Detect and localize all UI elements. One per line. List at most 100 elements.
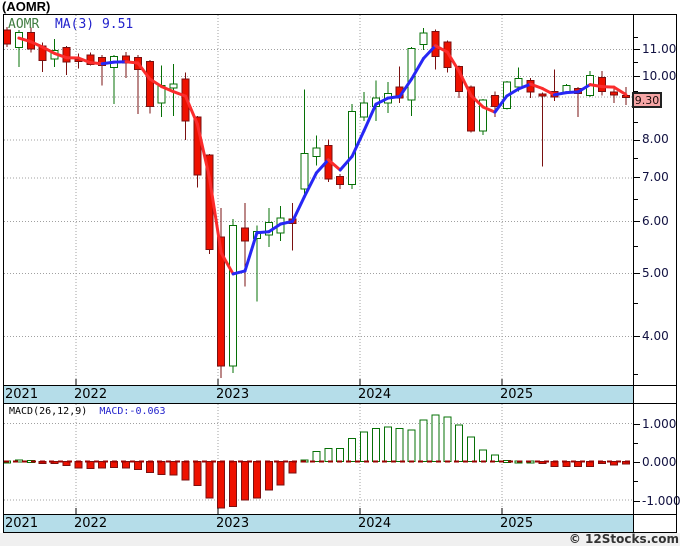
- candle-up: [312, 147, 321, 157]
- candle-down: [467, 86, 476, 132]
- macd-bar-negative: [276, 461, 285, 486]
- ma3-line-segment: [386, 95, 402, 100]
- ma3-line-segment: [303, 171, 318, 198]
- macd-panel: MACD(26,12,9) MACD:-0.063: [3, 404, 634, 515]
- ma3-line-segment: [231, 269, 247, 276]
- ma3-line-segment: [612, 85, 628, 97]
- ma3-line-segment: [255, 230, 271, 235]
- ma3-line-segment: [576, 83, 592, 94]
- year-label: 2025: [500, 387, 534, 402]
- price-minor-tick: [634, 157, 638, 159]
- ma3-line-segment: [445, 50, 461, 73]
- macd-value: MACD:-0.063: [99, 406, 166, 417]
- candle-down: [4, 29, 11, 45]
- year-label: 2022: [74, 516, 108, 531]
- candle-up: [419, 32, 428, 46]
- price-axis: 11.00 10.00 8.00 7.00 6.00 5.00 4.00: [634, 14, 677, 386]
- year-label: 2023: [216, 387, 250, 402]
- ma3-line-segment: [124, 60, 140, 65]
- macd-bar-negative: [288, 461, 297, 474]
- ma3-line-segment: [362, 102, 378, 133]
- ma3-line-segment: [148, 77, 164, 89]
- ma3-line-segment: [398, 77, 414, 99]
- ma3-line-segment: [195, 122, 211, 179]
- ma3-line-segment: [410, 57, 425, 81]
- macd-major-tick: [634, 500, 640, 502]
- ma3-line-segment: [219, 251, 235, 276]
- macd-bar-positive: [467, 436, 476, 463]
- candle-down: [217, 236, 226, 367]
- macd-axis-label: 0.000: [642, 455, 677, 470]
- footer-bar: © 12Stocks.com: [0, 533, 680, 546]
- ma3-line-segment: [76, 56, 92, 65]
- price-minor-tick: [634, 62, 638, 64]
- price-major-tick: [634, 177, 640, 179]
- legend-spacer2: [94, 17, 102, 32]
- price-axis-label: 10.00: [642, 69, 677, 84]
- macd-major-tick: [634, 423, 640, 425]
- year-label: 2024: [358, 387, 392, 402]
- macd-bar-negative: [157, 461, 166, 475]
- ma3-line-segment: [136, 61, 152, 81]
- year-axis-strip-bottom: 2021 2022 2023 2024 2025: [3, 515, 634, 532]
- macd-bar-negative: [538, 461, 547, 465]
- ma3-line-segment: [588, 83, 604, 89]
- ma3-line-segment: [505, 87, 521, 98]
- macd-bar-negative: [252, 461, 261, 499]
- price-axis-label: 5.00: [642, 265, 669, 280]
- candle-down: [538, 93, 547, 97]
- chart-legend: AOMR MA(3) 9.51: [8, 17, 133, 32]
- macd-bar-positive: [431, 414, 440, 463]
- price-minor-tick: [634, 90, 638, 92]
- year-axis-strip-top: 2021 2022 2023 2024 2025: [3, 386, 634, 403]
- price-axis-label: 11.00: [642, 42, 677, 57]
- ma3-line-segment: [160, 85, 176, 94]
- frame-right-border: [676, 14, 677, 533]
- ma3-line-segment: [184, 94, 199, 126]
- candle-up: [360, 102, 368, 118]
- macd-bar-negative: [609, 461, 618, 466]
- price-major-tick: [634, 139, 640, 141]
- ma3-line-segment: [564, 90, 580, 95]
- price-minor-tick: [634, 36, 638, 38]
- ma3-line-segment: [350, 129, 366, 158]
- price-minor-tick: [634, 374, 638, 376]
- price-axis-label: 6.00: [642, 214, 669, 229]
- candle-down: [431, 31, 440, 57]
- year-label: 2021: [5, 387, 39, 402]
- macd-axis: 1.000 0.000 -1.000: [634, 404, 680, 515]
- macd-bar-positive: [395, 427, 404, 463]
- macd-minor-tick: [634, 443, 638, 445]
- macd-bar-negative: [241, 461, 249, 501]
- price-minor-tick: [634, 198, 638, 200]
- candle-down: [336, 176, 345, 185]
- ma3-line-segment: [314, 158, 330, 175]
- price-minor-tick: [634, 302, 638, 304]
- macd-axis-label: 1.000: [642, 416, 677, 431]
- candle-up: [562, 84, 571, 93]
- year-label: 2024: [358, 516, 392, 531]
- ma3-line-segment: [493, 94, 509, 114]
- macd-bar-positive: [383, 426, 392, 463]
- ma3-line-segment: [41, 45, 57, 55]
- price-axis-label: 8.00: [642, 132, 669, 147]
- ma3-line-segment: [517, 82, 533, 91]
- ma3-line-segment: [17, 36, 33, 44]
- macd-legend: MACD(26,12,9) MACD:-0.063: [9, 406, 166, 417]
- macd-bar-negative: [133, 461, 142, 470]
- ma3-line-segment: [243, 231, 259, 273]
- macd-bar-negative: [193, 461, 202, 486]
- price-minor-tick: [634, 245, 638, 247]
- price-axis-label: 4.00: [642, 329, 669, 344]
- macd-bar-positive: [443, 416, 452, 463]
- candle-up: [300, 152, 309, 190]
- macd-bar-negative: [62, 461, 71, 467]
- year-label: 2021: [5, 516, 39, 531]
- macd-bar-positive: [324, 447, 333, 463]
- price-major-tick: [634, 272, 640, 274]
- ma3-line-segment: [469, 94, 485, 109]
- ma3-line-segment: [422, 44, 437, 61]
- frame-line: [634, 385, 677, 386]
- copyright-link[interactable]: © 12Stocks.com: [568, 532, 679, 546]
- candle-down: [609, 91, 618, 96]
